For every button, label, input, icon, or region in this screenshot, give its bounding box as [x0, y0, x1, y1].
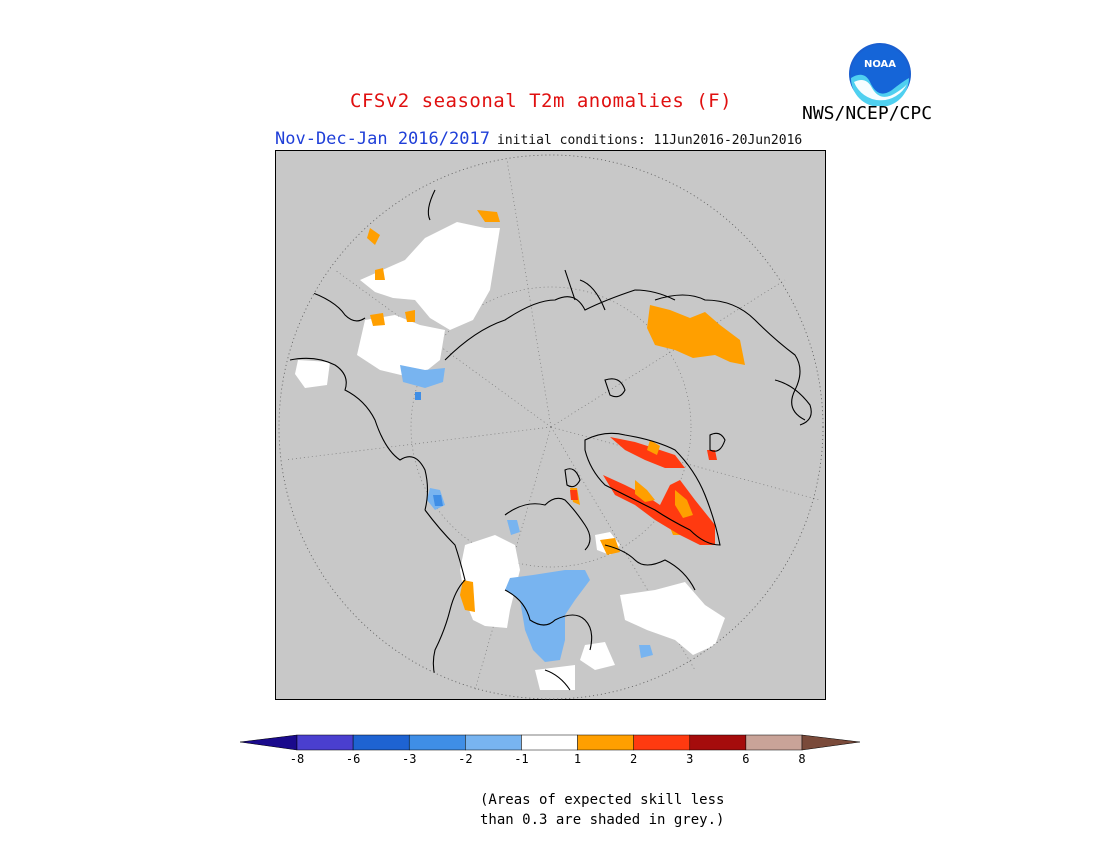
logo: NOAA	[848, 42, 912, 107]
legend-tick-label: -1	[514, 752, 529, 766]
legend-tick-label: -6	[345, 752, 361, 766]
initial-conditions-label: initial conditions: 11Jun2016-20Jun2016	[497, 133, 803, 148]
legend-tick-label: 3	[686, 752, 694, 766]
moderate-cool-regions	[415, 392, 443, 506]
legend-tick-label: 6	[742, 752, 750, 766]
neutral-anomaly-regions	[295, 222, 725, 690]
legend-tick-label: -8	[289, 752, 305, 766]
skill-note-line-1: (Areas of expected skill less	[480, 792, 725, 808]
chart-title: CFSv2 seasonal T2m anomalies (F)	[350, 90, 733, 112]
legend-bin	[465, 734, 522, 751]
legend-tick-label: 8	[798, 752, 806, 766]
logo-text: NOAA	[864, 59, 896, 70]
legend-bin	[745, 734, 803, 751]
agency-label: NWS/NCEP/CPC	[802, 103, 933, 124]
legend-bins	[296, 734, 803, 751]
legend-bin	[408, 734, 466, 751]
legend-bin	[296, 734, 354, 751]
coastlines	[289, 189, 812, 691]
period-label: Nov-Dec-Jan 2016/2017	[275, 129, 490, 149]
strong-warm-anomaly-regions	[570, 437, 717, 545]
legend-bin	[352, 734, 410, 751]
legend-bin	[577, 734, 634, 751]
legend-bin	[633, 734, 691, 751]
legend-bin-below-min	[239, 734, 298, 751]
color-scale-bar	[239, 733, 861, 753]
legend-tick-label: 1	[573, 752, 582, 766]
legend-bin	[689, 734, 747, 751]
mixed-warm-patches	[635, 440, 693, 518]
skill-note-line-2: than 0.3 are shaded in grey.)	[480, 812, 725, 828]
legend-tick-label: -2	[458, 752, 473, 766]
legend-tick-label: -3	[401, 752, 417, 766]
legend-bin	[521, 734, 578, 751]
legend-bin-above-max	[801, 734, 861, 751]
legend-tick-label: 2	[630, 752, 638, 766]
anomaly-map	[274, 149, 827, 701]
